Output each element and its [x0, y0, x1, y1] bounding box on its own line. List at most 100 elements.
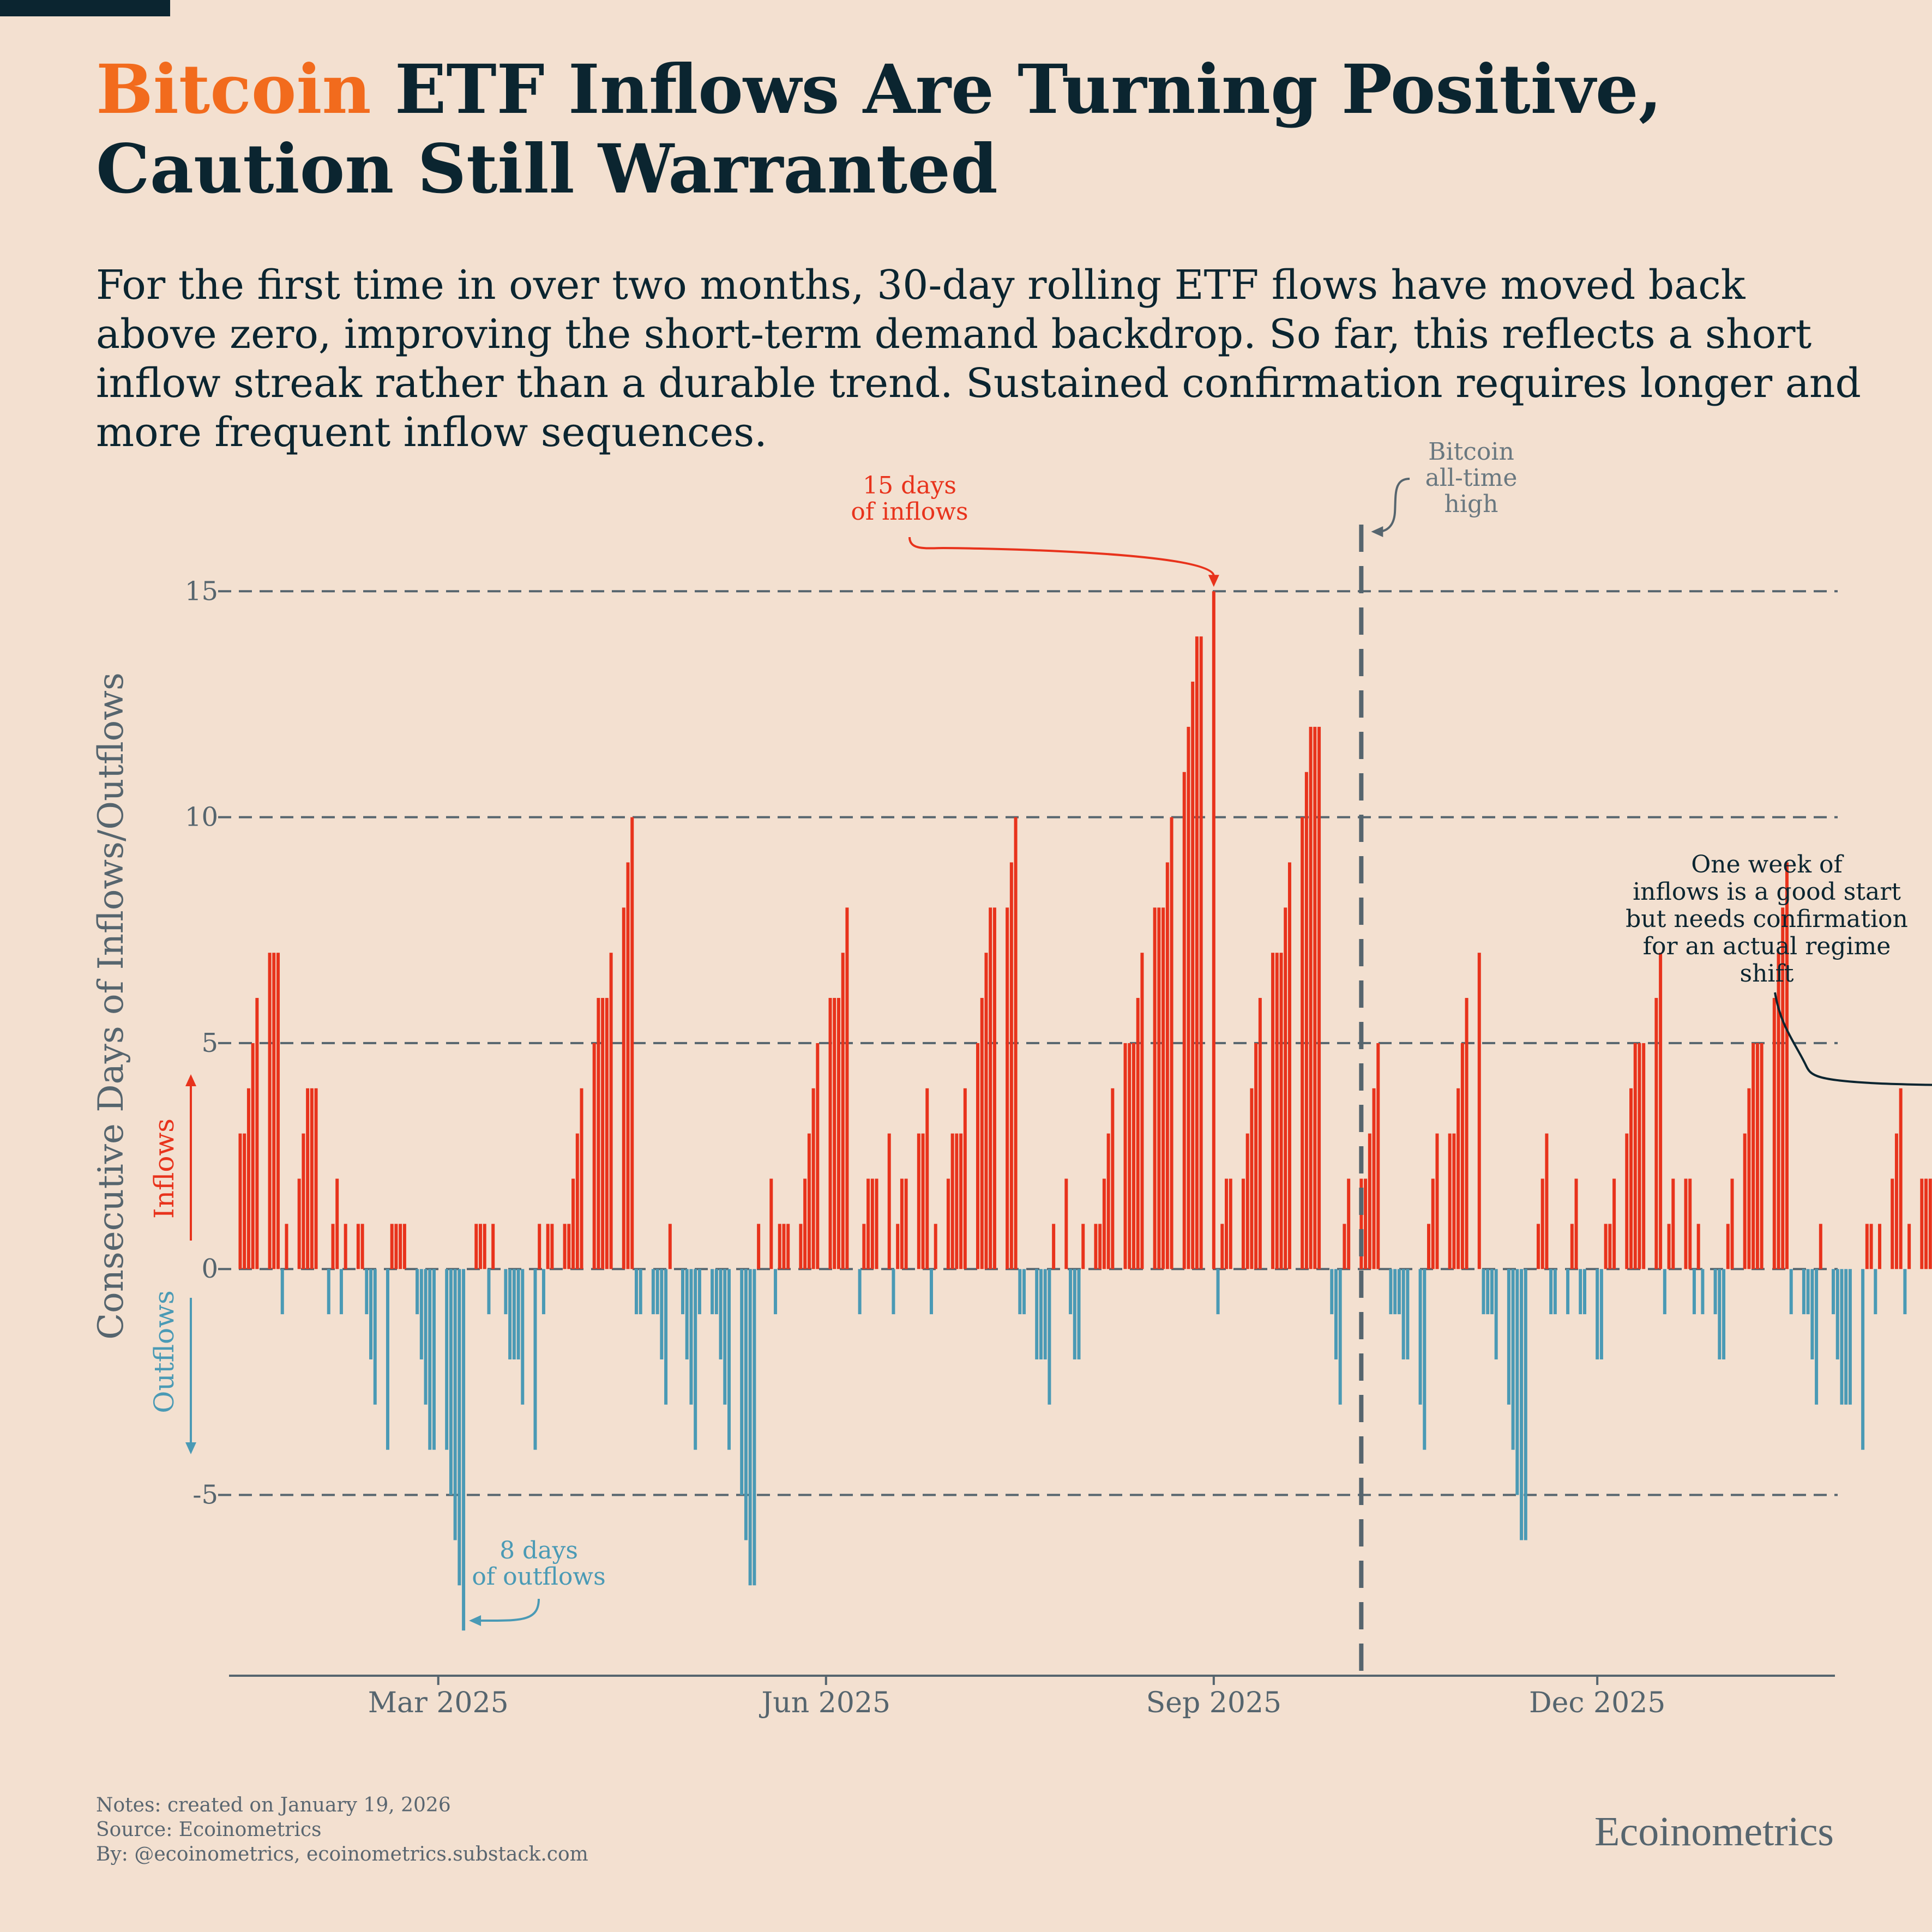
bar: [1153, 907, 1157, 1269]
bar: [1094, 1224, 1098, 1269]
bar: [1482, 1269, 1485, 1315]
bar: [567, 1224, 571, 1269]
bar: [723, 1269, 727, 1405]
latest-streak-annotation: but needs confirmation: [1626, 905, 1908, 933]
top-accent-bar: [0, 0, 170, 16]
bar: [1524, 1269, 1527, 1540]
bar: [1102, 1178, 1106, 1269]
bar: [601, 998, 605, 1269]
bar: [1582, 1269, 1586, 1315]
bar: [668, 1224, 672, 1269]
bar: [1418, 1269, 1422, 1405]
bar: [302, 1133, 305, 1269]
bar: [1752, 1043, 1755, 1269]
x-axis-ticks: Mar 2025 Jun 2025 Sep 2025 Dec 2025: [368, 1676, 1665, 1719]
footer-notes: Notes: created on January 19, 2026 Sourc…: [96, 1793, 588, 1867]
bar: [1760, 1043, 1764, 1269]
y-tick-label: 10: [185, 802, 218, 833]
bar: [980, 998, 984, 1269]
bar: [1271, 953, 1275, 1269]
bar: [1039, 1269, 1043, 1359]
bar: [1448, 1133, 1452, 1269]
bar: [1275, 953, 1279, 1269]
bar: [664, 1269, 668, 1405]
bar: [1241, 1178, 1245, 1269]
bar: [1254, 1043, 1258, 1269]
chart-title: Bitcoin ETF Inflows Are Turning Positive…: [96, 50, 1868, 209]
bar: [487, 1269, 491, 1315]
bar: [803, 1178, 807, 1269]
bar: [1309, 726, 1313, 1269]
bar: [268, 953, 272, 1269]
bar: [1878, 1224, 1882, 1269]
bar: [694, 1269, 697, 1450]
bar: [1579, 1269, 1582, 1315]
bar: [356, 1224, 360, 1269]
bar: [360, 1224, 364, 1269]
bar: [774, 1269, 778, 1315]
bar: [255, 998, 259, 1269]
bar: [1654, 998, 1658, 1269]
bar: [866, 1178, 870, 1269]
bar: [1659, 953, 1663, 1269]
bar: [1245, 1133, 1249, 1269]
bar: [1684, 1178, 1688, 1269]
bar: [1755, 1043, 1759, 1269]
bar: [1924, 1178, 1928, 1269]
bar: [639, 1269, 642, 1315]
bar: [310, 1088, 314, 1269]
all-time-high-annotation: high: [1445, 490, 1498, 518]
bar: [399, 1224, 402, 1269]
bar: [1229, 1178, 1232, 1269]
bar: [419, 1269, 423, 1359]
bar: [1667, 1224, 1671, 1269]
bar: [1140, 953, 1144, 1269]
bar: [1553, 1269, 1557, 1315]
bar: [1343, 1224, 1346, 1269]
bar: [1671, 1178, 1675, 1269]
x-tick-label: Jun 2025: [759, 1687, 890, 1719]
bar: [369, 1269, 373, 1359]
bar: [1604, 1224, 1608, 1269]
bar: [449, 1269, 453, 1495]
inflows-arrow-head-icon: [185, 1074, 196, 1086]
bar: [474, 1224, 478, 1269]
gridlines: [218, 590, 1838, 1496]
bar: [1625, 1133, 1629, 1269]
bar: [272, 953, 276, 1269]
bar: [1802, 1269, 1805, 1315]
bar: [1747, 1088, 1751, 1269]
bar: [1401, 1269, 1405, 1359]
bar: [331, 1224, 335, 1269]
bar: [297, 1178, 301, 1269]
footer-created-note: Notes: created on January 19, 2026: [96, 1794, 451, 1816]
bar: [512, 1269, 516, 1359]
bar: [833, 998, 836, 1269]
bar: [1465, 998, 1468, 1269]
bar: [402, 1224, 406, 1269]
bar: [1334, 1269, 1338, 1359]
bar: [1612, 1178, 1616, 1269]
bar: [1726, 1224, 1730, 1269]
peak-inflows-annotation: 15 days: [863, 472, 956, 499]
bar: [1772, 998, 1776, 1269]
deep-outflows-annotation: of outflows: [472, 1563, 605, 1591]
bar: [1869, 1224, 1873, 1269]
bar: [238, 1133, 242, 1269]
bar: [1696, 1224, 1700, 1269]
bar: [445, 1269, 449, 1450]
y-tick-label: 0: [201, 1254, 218, 1284]
bar: [1220, 1224, 1224, 1269]
bar: [1743, 1133, 1747, 1269]
bar: [1835, 1269, 1839, 1359]
bar: [285, 1224, 288, 1269]
bar: [1865, 1224, 1869, 1269]
bar: [1364, 1178, 1368, 1269]
bar: [875, 1178, 878, 1269]
bar: [508, 1269, 512, 1359]
bar: [521, 1269, 525, 1405]
bar: [1844, 1269, 1848, 1405]
bar: [1313, 726, 1317, 1269]
bar: [1832, 1269, 1835, 1315]
